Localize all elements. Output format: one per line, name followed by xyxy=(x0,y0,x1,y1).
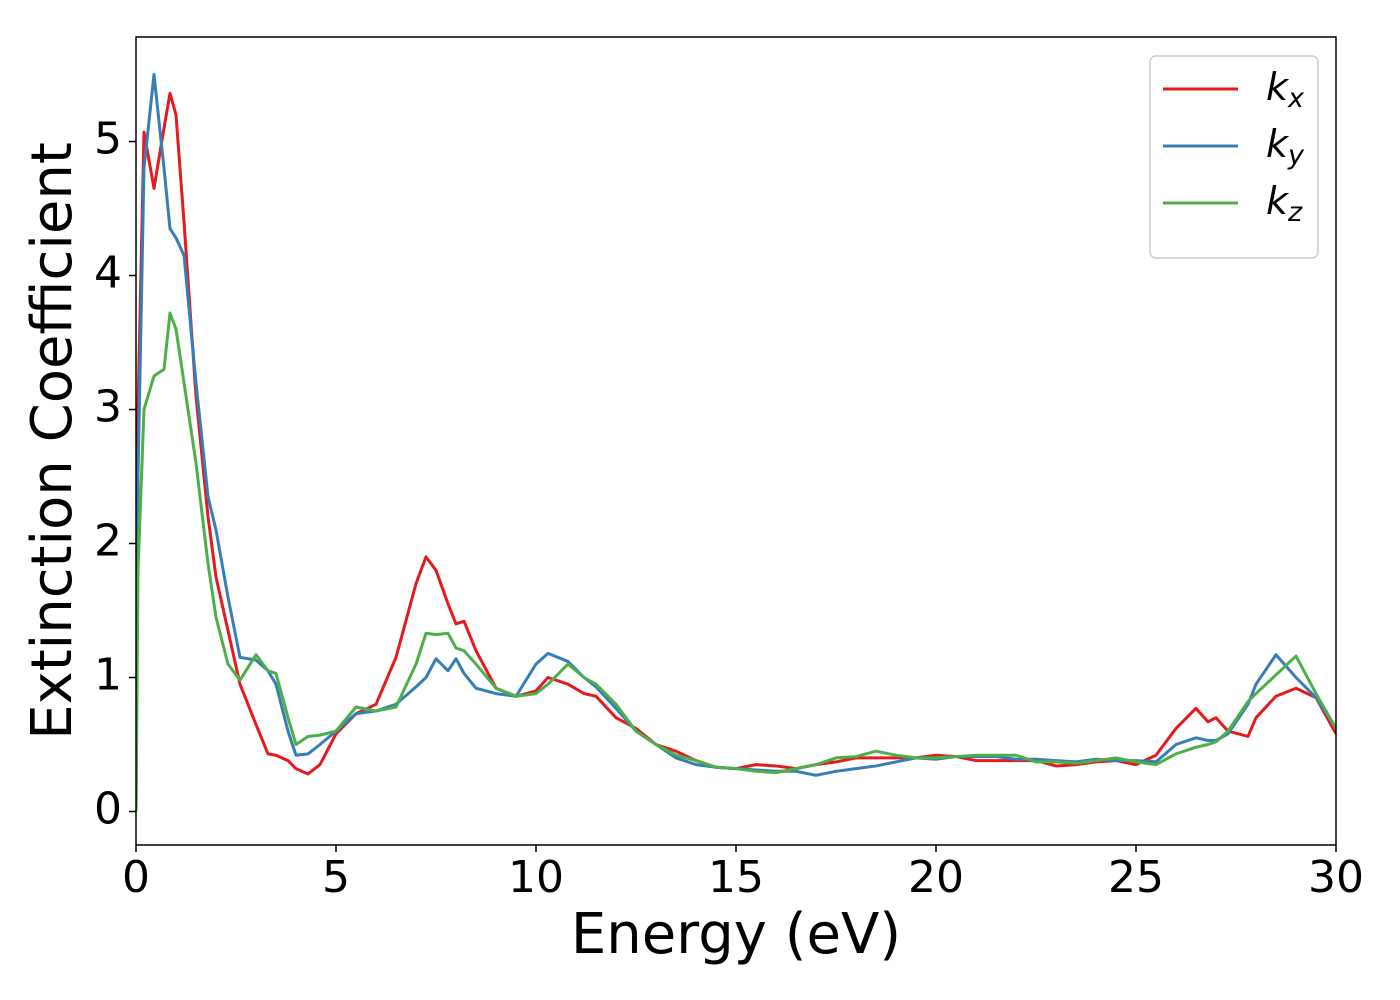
y-tick-label: 2 xyxy=(94,516,122,567)
y-tick-label: 4 xyxy=(94,248,122,299)
legend-label: ky xyxy=(1266,122,1305,171)
legend-box xyxy=(1149,55,1319,259)
y-axis-label: Extinction Coefficient xyxy=(20,142,85,740)
y-tick-label: 3 xyxy=(94,382,122,433)
x-tick-label: 5 xyxy=(322,852,350,903)
y-tick-label: 0 xyxy=(94,784,122,835)
plot-frame xyxy=(135,36,1337,846)
x-tick-label: 0 xyxy=(122,852,150,903)
x-tick-label: 30 xyxy=(1308,852,1364,903)
x-tick-label: 25 xyxy=(1108,852,1164,903)
x-tick-label: 15 xyxy=(708,852,764,903)
legend-label: kz xyxy=(1266,179,1303,228)
x-axis-label: Energy (eV) xyxy=(571,902,901,967)
legend-label: kx xyxy=(1266,65,1305,114)
x-tick-label: 10 xyxy=(508,852,564,903)
y-tick-label: 1 xyxy=(94,650,122,701)
y-tick-label: 5 xyxy=(94,114,122,165)
series-line xyxy=(136,311,1336,812)
x-tick-label: 20 xyxy=(908,852,964,903)
